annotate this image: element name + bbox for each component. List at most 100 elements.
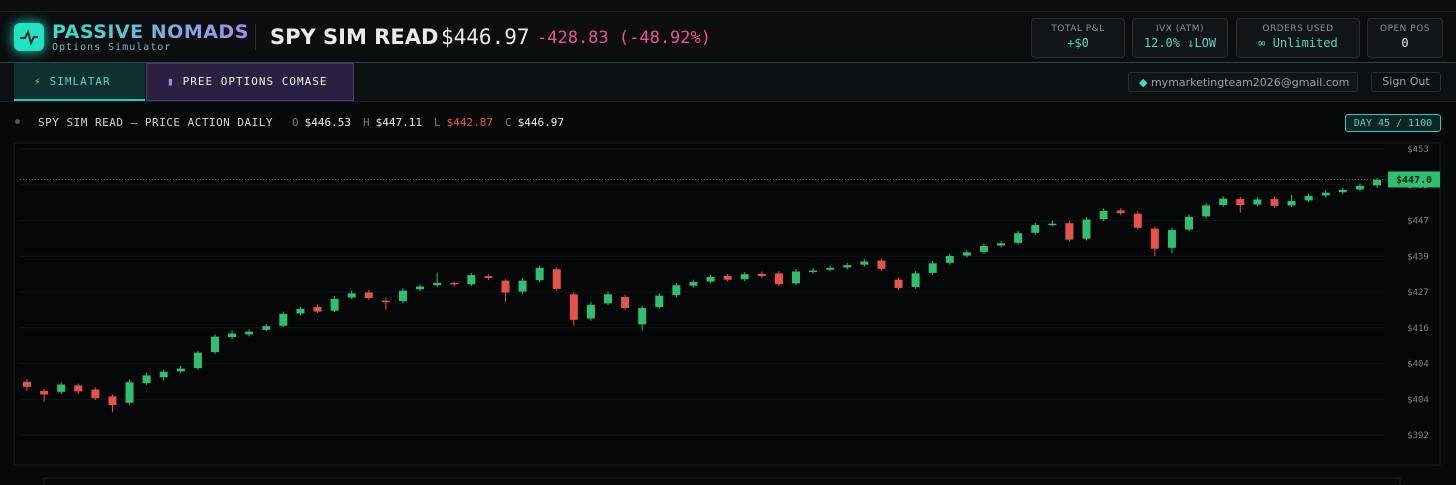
price-scale-label: $404	[1407, 360, 1429, 370]
tab-label: PREE OPTIONS COMASE	[182, 75, 328, 88]
price-tag	[1388, 171, 1440, 188]
candle-body	[1287, 200, 1296, 206]
divider	[255, 24, 256, 50]
ohlc-key: L	[433, 116, 441, 129]
tab[interactable]: ▮ PREE OPTIONS COMASE	[146, 63, 354, 101]
candle-body	[740, 274, 749, 280]
candle-body	[450, 282, 459, 285]
candle-body	[433, 282, 442, 286]
price-scale-label: $427	[1407, 288, 1429, 298]
candle-body	[962, 252, 971, 256]
candle-body	[57, 384, 66, 392]
stat-label: OPEN POS	[1379, 24, 1430, 34]
candle-body	[1048, 223, 1057, 226]
candle-body	[398, 290, 407, 302]
candle-body	[1253, 199, 1262, 205]
brand: PASSIVE NOMADS	[52, 21, 249, 43]
price-scale-label: $447	[1407, 217, 1429, 227]
status-dot	[15, 119, 20, 124]
stat-label: TOTAL P&L	[1051, 24, 1105, 34]
stat-box: IVX (ATM) 12.0% ↓LOW	[1132, 18, 1228, 58]
price-scale-label: $453	[1407, 145, 1429, 155]
price-tag-label: $447.0	[1396, 175, 1432, 186]
candle-body	[1219, 198, 1228, 205]
plot-frame	[13, 142, 1441, 466]
candle-body	[655, 295, 664, 308]
stat-box: ORDERS USED ∞ Unlimited	[1236, 18, 1360, 58]
stat-value: ∞ Unlimited	[1258, 36, 1338, 50]
logo-icon	[14, 23, 44, 51]
candle-body	[159, 371, 168, 378]
sign-out-button[interactable]: Sign Out	[1371, 72, 1441, 92]
candle-body	[228, 333, 237, 338]
candle-body	[689, 281, 698, 286]
candle-body	[518, 280, 527, 292]
stat-box: TOTAL P&L +$0	[1031, 18, 1125, 58]
candle-body	[125, 382, 134, 403]
candle-body	[262, 326, 271, 330]
logo-glyph	[20, 29, 38, 46]
candle-body	[1014, 233, 1023, 243]
candle-body	[997, 243, 1006, 246]
candle-body	[1304, 195, 1313, 201]
price: $446.97	[441, 25, 530, 49]
candle-body	[877, 260, 886, 269]
candle-body	[381, 300, 390, 303]
candle-body	[484, 276, 493, 278]
day-counter: DAY 45 / 1100	[1345, 114, 1441, 132]
candle-body	[979, 245, 988, 252]
candle-body	[1099, 210, 1108, 220]
candle-body	[723, 276, 732, 280]
candle-body	[894, 279, 903, 288]
tab[interactable]: ⚡ SIMLATAR	[14, 63, 145, 101]
candle-body	[1082, 219, 1091, 239]
candle-body	[330, 298, 339, 311]
account-email[interactable]: ◆ mymarketingteam2026@gmail.com	[1128, 72, 1358, 92]
chart-title: SPY SIM READ — PRICE ACTION DAILY	[38, 116, 274, 129]
brand-subtitle: Options Simulator	[52, 42, 172, 53]
candle-body	[91, 389, 100, 399]
candle-body	[552, 269, 561, 289]
price-scale-label: $416	[1407, 324, 1429, 334]
candle-body	[791, 271, 800, 284]
candle-body	[501, 280, 510, 293]
candle-body	[245, 331, 254, 335]
title: SPY SIM READ	[270, 25, 439, 49]
candle-body	[945, 256, 954, 263]
candle-body	[672, 285, 681, 296]
ohlc-item: O $446.53	[292, 116, 351, 129]
bottom-panel	[43, 477, 1401, 485]
price-scale-label: $439	[1407, 252, 1429, 262]
candle-body	[774, 273, 783, 285]
ohlc-readout: O $446.53 H $447.11 L $442.87 C $446.97	[292, 116, 564, 129]
ohlc-item: H $447.11	[363, 116, 422, 129]
candle-body	[416, 286, 425, 290]
candle-body	[1185, 216, 1194, 230]
candle-body	[604, 294, 613, 304]
candle-body	[638, 307, 647, 325]
candle-body	[193, 352, 202, 369]
ohlc-key: H	[362, 116, 370, 129]
price-scale-label: $392	[1407, 431, 1429, 441]
stat-label: IVX (ATM)	[1155, 24, 1205, 34]
candle-body	[1236, 199, 1245, 205]
candle-body	[809, 270, 818, 273]
candle-body	[1321, 192, 1330, 196]
candle-body	[347, 293, 356, 298]
candle-body	[1031, 225, 1040, 233]
stat-value: 0	[1401, 36, 1409, 50]
candle-body	[1065, 223, 1074, 240]
candle-body	[1338, 189, 1347, 193]
candle-body	[569, 294, 578, 320]
candle-body	[1270, 199, 1279, 206]
candle-body	[296, 308, 305, 314]
candle-body	[74, 385, 83, 392]
ohlc-key: O	[292, 116, 299, 129]
candle-body	[1202, 205, 1211, 217]
candle-body	[23, 381, 31, 387]
candle-body	[535, 267, 544, 281]
price-scale-label: $404	[1407, 395, 1429, 405]
candle-body	[1373, 179, 1381, 186]
